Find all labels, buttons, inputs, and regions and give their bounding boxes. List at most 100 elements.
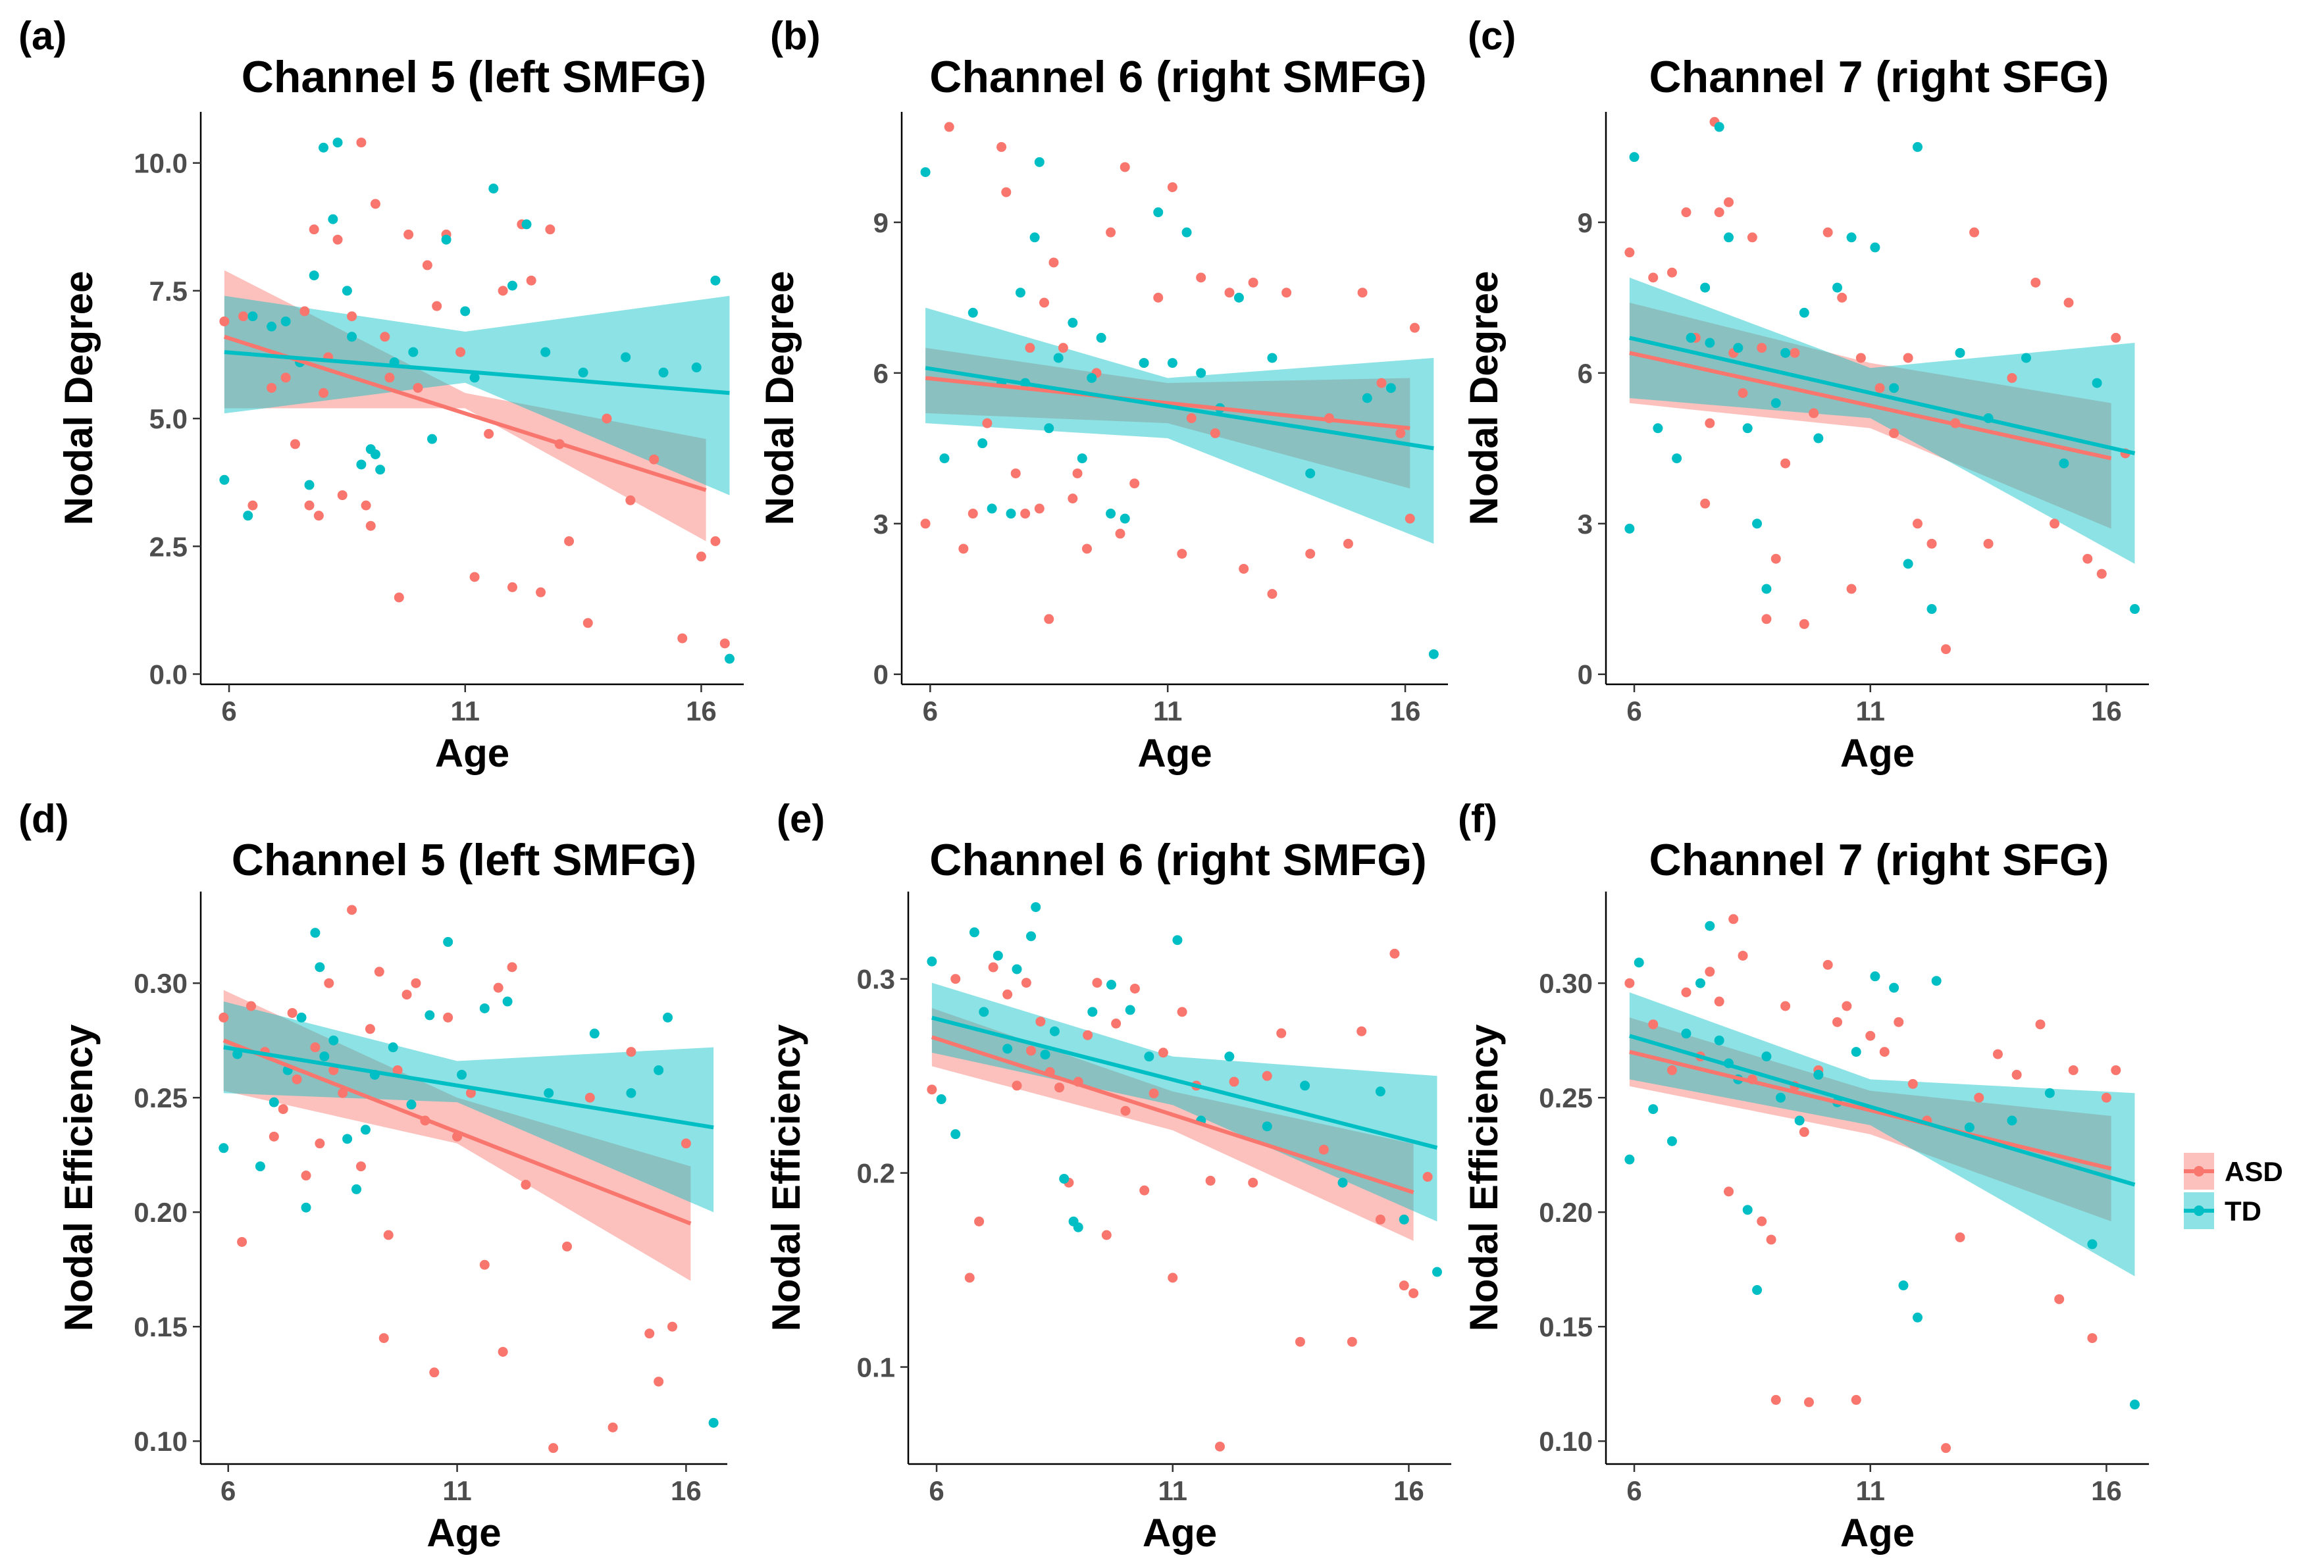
scatter-point-asd — [944, 122, 954, 132]
fit-line-td — [1629, 336, 2136, 455]
scatter-point-td — [589, 1028, 600, 1039]
scatter-point-asd — [1129, 478, 1140, 489]
scatter-point-asd — [1129, 983, 1140, 994]
scatter-point-td — [1031, 902, 1041, 913]
scatter-point-asd — [644, 1328, 655, 1339]
legend: ASD TD — [2184, 1153, 2283, 1229]
scatter-point-td — [219, 474, 230, 485]
scatter-point-td — [1139, 358, 1149, 368]
scatter-point-asd — [1757, 343, 1767, 353]
y-tick-label: 0 — [873, 659, 889, 690]
scatter-point-td — [351, 1184, 362, 1194]
scatter-point-asd — [1357, 288, 1368, 298]
scatter-point-asd — [237, 1236, 247, 1247]
scatter-point-asd — [988, 962, 998, 973]
scatter-point-asd — [1969, 227, 1980, 238]
x-tick-label: 11 — [1158, 1475, 1187, 1506]
scatter-point-asd — [347, 311, 357, 322]
x-tick-label: 11 — [451, 695, 480, 726]
y-axis-label: Nodal Efficiency — [1462, 1024, 1506, 1331]
scatter-point-td — [1964, 1122, 1975, 1132]
scatter-point-td — [1752, 1285, 1763, 1296]
scatter-point-td — [1106, 509, 1116, 519]
scatter-point-td — [1695, 978, 1705, 988]
scatter-point-td — [319, 1051, 330, 1062]
scatter-point-asd — [1262, 1071, 1272, 1081]
scatter-point-td — [1714, 1035, 1724, 1046]
legend-marker-td — [2194, 1205, 2204, 1216]
scatter-point-td — [1096, 332, 1106, 343]
scatter-point-asd — [219, 316, 230, 326]
scatter-point-td — [1761, 584, 1772, 594]
scatter-point-asd — [654, 1377, 664, 1387]
confidence-band-td — [1629, 992, 2135, 1277]
scatter-point-td — [1049, 1026, 1060, 1036]
scatter-point-td — [1733, 343, 1743, 353]
scatter-point-td — [1106, 980, 1116, 990]
scatter-point-asd — [1044, 614, 1054, 624]
x-tick-label: 16 — [2091, 1475, 2122, 1506]
scatter-point-asd — [411, 978, 421, 988]
scatter-point-asd — [370, 199, 380, 209]
scatter-point-asd — [982, 418, 993, 428]
scatter-point-td — [1125, 1005, 1135, 1015]
scatter-point-asd — [1770, 1395, 1781, 1405]
scatter-point-asd — [584, 1092, 595, 1103]
scatter-point-td — [1305, 468, 1316, 478]
scatter-point-td — [406, 1100, 417, 1110]
scatter-point-td — [1780, 347, 1791, 358]
scatter-point-asd — [1624, 978, 1635, 988]
scatter-point-asd — [338, 1088, 348, 1098]
scatter-point-asd — [1728, 914, 1739, 924]
scatter-point-asd — [1780, 458, 1791, 468]
scatter-point-asd — [1081, 544, 1092, 554]
chart-title: Channel 5 (left SMFG) — [242, 52, 706, 102]
scatter-point-td — [1799, 307, 1809, 318]
y-tick-label: 9 — [873, 207, 889, 238]
legend-label-td: TD — [2225, 1196, 2261, 1227]
scatter-point-asd — [1681, 987, 1691, 998]
scatter-point-asd — [2111, 332, 2121, 343]
fit-line-asd — [1629, 351, 2112, 461]
scatter-point-td — [460, 306, 471, 316]
scatter-point-td — [540, 347, 551, 357]
confidence-band-asd — [1629, 1017, 2111, 1222]
y-axis-label: Nodal Efficiency — [57, 1024, 101, 1331]
panel-label: (a) — [18, 14, 66, 58]
scatter-point-asd — [1855, 353, 1866, 363]
scatter-point-td — [939, 453, 950, 464]
scatter-point-asd — [319, 388, 329, 398]
scatter-point-td — [425, 1010, 435, 1021]
scatter-point-td — [356, 459, 367, 470]
scatter-point-asd — [337, 490, 348, 501]
scatter-point-asd — [1422, 1172, 1433, 1182]
scatter-point-asd — [238, 311, 249, 322]
scatter-point-asd — [1724, 197, 1734, 207]
scatter-point-td — [1224, 1051, 1235, 1062]
scatter-point-asd — [328, 1065, 339, 1075]
scatter-point-asd — [1738, 950, 1748, 961]
scatter-point-td — [1337, 1177, 1348, 1188]
scatter-point-asd — [2054, 1294, 2065, 1304]
scatter-point-asd — [958, 544, 969, 554]
scatter-point-asd — [968, 509, 978, 519]
scatter-point-td — [969, 927, 979, 938]
scatter-point-td — [1432, 1267, 1442, 1277]
x-tick-label: 16 — [1393, 1475, 1424, 1506]
scatter-point-asd — [2030, 277, 2041, 288]
scatter-point-asd — [1224, 288, 1235, 298]
scatter-point-td — [1926, 604, 1937, 615]
scatter-point-td — [1362, 393, 1372, 403]
scatter-point-asd — [1376, 378, 1387, 388]
scatter-point-asd — [1115, 528, 1125, 539]
scatter-point-asd — [1343, 538, 1353, 549]
scatter-point-asd — [1177, 1007, 1187, 1017]
scatter-point-asd — [1955, 1232, 1965, 1242]
scatter-point-asd — [1120, 162, 1130, 172]
scatter-point-td — [255, 1161, 265, 1172]
confidence-band-td — [224, 295, 730, 495]
scatter-point-asd — [1186, 413, 1197, 424]
y-axis-label: Nodal Efficiency — [764, 1024, 808, 1331]
scatter-point-asd — [356, 138, 367, 148]
scatter-point-asd — [1747, 232, 1757, 243]
